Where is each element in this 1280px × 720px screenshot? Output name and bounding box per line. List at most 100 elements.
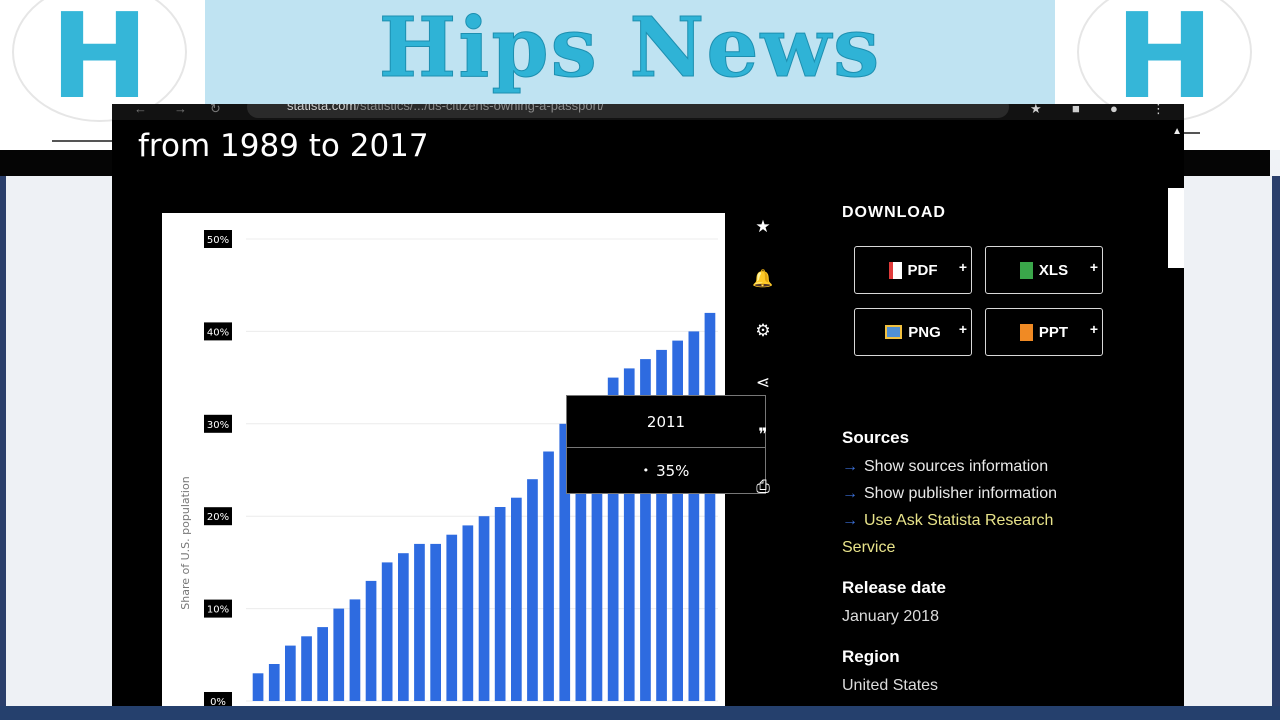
gear-icon[interactable]: ⚙ [755, 321, 771, 340]
arrow-right-icon: → [842, 458, 858, 475]
url-path: /statistics/.../us-citizens-owning-a-pas… [356, 104, 605, 113]
profile-icon[interactable]: ● [1110, 104, 1118, 116]
bar-2014[interactable] [656, 349, 667, 701]
download-ppt-button[interactable]: PPT + [985, 308, 1103, 356]
star-icon[interactable]: ★ [755, 217, 771, 236]
print-icon[interactable]: ⎙ [756, 477, 770, 496]
bar-2008[interactable] [559, 423, 571, 701]
show-publisher-label: Show publisher information [864, 485, 1057, 502]
extension-icon[interactable]: ■ [1072, 104, 1080, 116]
bar-1994[interactable] [333, 608, 345, 701]
bookmark-star-icon[interactable]: ★ [1030, 104, 1042, 116]
bar-2017[interactable] [704, 312, 716, 701]
back-icon[interactable]: ← [134, 104, 147, 116]
y-axis-label: Share of U.S. population [179, 476, 192, 609]
forward-icon[interactable]: → [174, 104, 187, 116]
plus-icon: + [958, 259, 967, 275]
logo-letter-left: H [50, 0, 149, 125]
show-sources-link[interactable]: → Show sources information [842, 458, 1048, 476]
y-tick-label: 40% [207, 327, 229, 338]
bottom-bar [0, 706, 1280, 720]
y-tick-label-bg [204, 322, 232, 341]
plus-icon: + [958, 321, 967, 337]
arrow-right-icon: → [842, 512, 858, 529]
quote-icon[interactable]: ❞ [758, 425, 768, 444]
download-pdf-button[interactable]: PDF + [854, 246, 972, 294]
ask-statista-link[interactable]: → Use Ask Statista Research [842, 512, 1053, 530]
bar-1991[interactable] [285, 645, 296, 701]
show-sources-label: Show sources information [864, 458, 1049, 475]
bar-1993[interactable] [317, 627, 328, 701]
download-png-label: PNG [908, 323, 941, 341]
png-file-icon [885, 325, 903, 339]
release-date-heading: Release date [842, 578, 946, 597]
tooltip-year: 2011 [566, 395, 766, 448]
ask-statista-link-continued[interactable]: Service [842, 539, 896, 556]
bar-2003[interactable] [478, 516, 490, 701]
address-bar[interactable]: statista.com/statistics/.../us-citizens-… [247, 104, 1009, 118]
ppt-file-icon [1019, 323, 1033, 341]
bar-2013[interactable] [640, 359, 651, 701]
bar-1990[interactable] [268, 664, 280, 701]
tooltip-value-row: • 35% [566, 448, 766, 494]
bar-1999[interactable] [414, 543, 425, 701]
pdf-file-icon [888, 261, 902, 279]
bar-2011[interactable] [607, 377, 619, 701]
download-png-button[interactable]: PNG + [854, 308, 972, 356]
scrollbar-thumb[interactable] [1168, 188, 1184, 268]
y-tick-label: 10% [207, 605, 229, 616]
download-ppt-label: PPT [1038, 323, 1069, 341]
banner-left-logo-area: H [0, 0, 205, 150]
share-icon[interactable]: ⋖ [755, 373, 771, 392]
bar-1998[interactable] [398, 553, 409, 701]
bar-1995[interactable] [349, 599, 361, 701]
download-xls-button[interactable]: XLS + [985, 246, 1103, 294]
bar-2005[interactable] [511, 497, 522, 701]
bar-2004[interactable] [494, 507, 506, 701]
sources-heading: Sources [842, 428, 910, 447]
reload-icon[interactable]: ↻ [210, 104, 221, 116]
bar-2015[interactable] [672, 340, 683, 701]
banner-divider-right [1180, 132, 1200, 134]
y-tick-label: 50% [207, 235, 229, 246]
bar-chart: 0% 10% 20% 30% 40% 50% Share of U.S. populati… [179, 230, 718, 706]
chart-tooltip: 2011 • 35% [566, 395, 766, 494]
arrow-right-icon: → [842, 485, 858, 502]
region-heading: Region [842, 647, 900, 666]
banner-divider-left [52, 140, 112, 142]
bar-2012[interactable] [623, 368, 635, 701]
hips-news-logo-left: H [12, 0, 187, 122]
y-tick-label-bg [204, 230, 232, 248]
bar-2006[interactable] [527, 479, 538, 701]
y-tick-label: 20% [207, 512, 229, 523]
release-date-value: January 2018 [842, 608, 939, 625]
y-tick-label-bg [204, 507, 232, 526]
bar-2001[interactable] [446, 534, 458, 701]
bar-1989[interactable] [252, 673, 264, 701]
bar-2000[interactable] [430, 543, 441, 701]
y-tick-label-bg [204, 414, 232, 433]
tooltip-value: 35% [656, 461, 690, 480]
bar-2007[interactable] [543, 451, 554, 702]
download-title: DOWNLOAD [842, 204, 946, 221]
bar-2002[interactable] [462, 525, 474, 701]
bar-2009[interactable] [575, 405, 587, 701]
bar-1992[interactable] [301, 636, 312, 701]
chart-bars [252, 312, 716, 702]
bar-1997[interactable] [381, 562, 393, 701]
y-tick-label-bg [204, 692, 232, 706]
banner-right-logo-area: H [1055, 0, 1280, 150]
bar-2016[interactable] [688, 331, 700, 701]
scroll-up-arrow-icon[interactable]: ▲ [1172, 126, 1182, 137]
chart-y-ticks: 0% 10% 20% 30% 40% 50% [204, 230, 232, 706]
y-tick-label: 0% [210, 697, 226, 706]
url-text: statista.com/statistics/.../us-citizens-… [287, 104, 604, 113]
menu-icon[interactable]: ⋮ [1152, 104, 1165, 116]
bar-1996[interactable] [365, 580, 377, 701]
show-publisher-link[interactable]: → Show publisher information [842, 485, 1057, 503]
logo-letter-right: H [1115, 0, 1214, 125]
browser-window: ← → ↻ statista.com/statistics/.../us-cit… [112, 104, 1184, 706]
plus-icon: + [1089, 259, 1098, 275]
bar-2010[interactable] [591, 396, 603, 701]
bell-icon[interactable]: 🔔 [752, 269, 774, 288]
